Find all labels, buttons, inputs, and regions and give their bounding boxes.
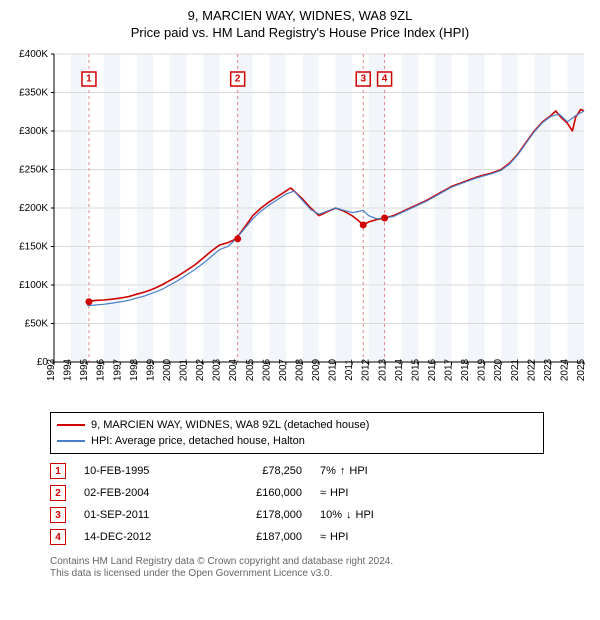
svg-text:2008: 2008 (294, 358, 305, 381)
svg-text:2015: 2015 (410, 358, 421, 381)
transaction-row: 3 01-SEP-2011 £178,000 10%↓HPI (50, 504, 590, 526)
legend-swatch (57, 424, 85, 426)
transaction-marker: 1 (50, 463, 66, 479)
svg-text:£350K: £350K (19, 88, 48, 99)
legend-item-hpi: HPI: Average price, detached house, Halt… (57, 433, 537, 449)
svg-text:1997: 1997 (112, 358, 123, 381)
svg-text:£50K: £50K (25, 319, 49, 330)
approx-icon: ≈ (320, 487, 326, 499)
legend-label: HPI: Average price, detached house, Halt… (91, 435, 305, 447)
svg-text:2020: 2020 (493, 358, 504, 381)
svg-text:2024: 2024 (559, 358, 570, 381)
svg-text:£200K: £200K (19, 203, 48, 214)
transaction-vs-hpi: ≈HPI (320, 487, 430, 499)
chart-svg: £0£50K£100K£150K£200K£250K£300K£350K£400… (10, 44, 590, 404)
up-icon: ↑ (340, 465, 346, 477)
footer-line-2: This data is licensed under the Open Gov… (50, 568, 590, 579)
footer-attribution: Contains HM Land Registry data © Crown c… (50, 556, 590, 579)
svg-text:1996: 1996 (96, 358, 107, 381)
svg-text:£150K: £150K (19, 242, 48, 253)
transaction-marker: 2 (50, 485, 66, 501)
svg-text:£400K: £400K (19, 49, 48, 60)
svg-text:2005: 2005 (245, 358, 256, 381)
svg-text:4: 4 (382, 74, 388, 85)
transaction-date: 14-DEC-2012 (84, 531, 194, 543)
transaction-row: 2 02-FEB-2004 £160,000 ≈HPI (50, 482, 590, 504)
title-subtitle: Price paid vs. HM Land Registry's House … (10, 25, 590, 40)
transaction-marker: 3 (50, 507, 66, 523)
price-chart: £0£50K£100K£150K£200K£250K£300K£350K£400… (10, 44, 590, 404)
transaction-row: 1 10-FEB-1995 £78,250 7%↑HPI (50, 460, 590, 482)
legend-swatch (57, 440, 85, 442)
svg-text:2000: 2000 (162, 358, 173, 381)
svg-text:2010: 2010 (328, 358, 339, 381)
svg-text:1999: 1999 (145, 358, 156, 381)
svg-text:2003: 2003 (212, 358, 223, 381)
svg-text:£100K: £100K (19, 280, 48, 291)
approx-icon: ≈ (320, 531, 326, 543)
svg-text:2012: 2012 (361, 358, 372, 381)
transaction-date: 10-FEB-1995 (84, 465, 194, 477)
svg-text:2021: 2021 (510, 358, 521, 381)
svg-text:2009: 2009 (311, 358, 322, 381)
svg-text:2023: 2023 (543, 358, 554, 381)
chart-titles: 9, MARCIEN WAY, WIDNES, WA8 9ZL Price pa… (10, 8, 590, 40)
svg-text:2025: 2025 (576, 358, 587, 381)
svg-text:2006: 2006 (261, 358, 272, 381)
transaction-vs-hpi: 7%↑HPI (320, 465, 430, 477)
svg-text:2019: 2019 (477, 358, 488, 381)
svg-text:2022: 2022 (526, 358, 537, 381)
svg-text:2011: 2011 (344, 359, 355, 381)
svg-text:3: 3 (360, 74, 366, 85)
transaction-vs-hpi: ≈HPI (320, 531, 430, 543)
svg-text:1998: 1998 (129, 358, 140, 381)
transaction-row: 4 14-DEC-2012 £187,000 ≈HPI (50, 526, 590, 548)
legend-label: 9, MARCIEN WAY, WIDNES, WA8 9ZL (detache… (91, 419, 369, 431)
svg-text:2007: 2007 (278, 358, 289, 381)
svg-text:2: 2 (235, 74, 241, 85)
svg-text:£300K: £300K (19, 126, 48, 137)
svg-text:2014: 2014 (394, 358, 405, 381)
svg-text:2016: 2016 (427, 358, 438, 381)
transaction-marker: 4 (50, 529, 66, 545)
svg-text:2018: 2018 (460, 358, 471, 381)
transaction-price: £160,000 (212, 487, 302, 499)
down-icon: ↓ (346, 509, 352, 521)
svg-text:2017: 2017 (444, 358, 455, 381)
transaction-price: £78,250 (212, 465, 302, 477)
transactions-table: 1 10-FEB-1995 £78,250 7%↑HPI 2 02-FEB-2004 £16… (50, 460, 590, 548)
legend: 9, MARCIEN WAY, WIDNES, WA8 9ZL (detache… (50, 412, 544, 454)
transaction-vs-hpi: 10%↓HPI (320, 509, 430, 521)
svg-text:£250K: £250K (19, 165, 48, 176)
svg-text:2002: 2002 (195, 358, 206, 381)
footer-line-1: Contains HM Land Registry data © Crown c… (50, 556, 590, 567)
transaction-price: £178,000 (212, 509, 302, 521)
legend-item-subject: 9, MARCIEN WAY, WIDNES, WA8 9ZL (detache… (57, 417, 537, 433)
svg-text:2004: 2004 (228, 358, 239, 381)
transaction-date: 01-SEP-2011 (84, 509, 194, 521)
svg-text:1994: 1994 (63, 358, 74, 381)
svg-text:1: 1 (86, 74, 92, 85)
transaction-price: £187,000 (212, 531, 302, 543)
svg-text:2001: 2001 (179, 358, 190, 381)
title-address: 9, MARCIEN WAY, WIDNES, WA8 9ZL (10, 8, 590, 23)
svg-text:1995: 1995 (79, 358, 90, 381)
svg-text:2013: 2013 (377, 358, 388, 381)
svg-text:1993: 1993 (46, 358, 57, 381)
transaction-date: 02-FEB-2004 (84, 487, 194, 499)
